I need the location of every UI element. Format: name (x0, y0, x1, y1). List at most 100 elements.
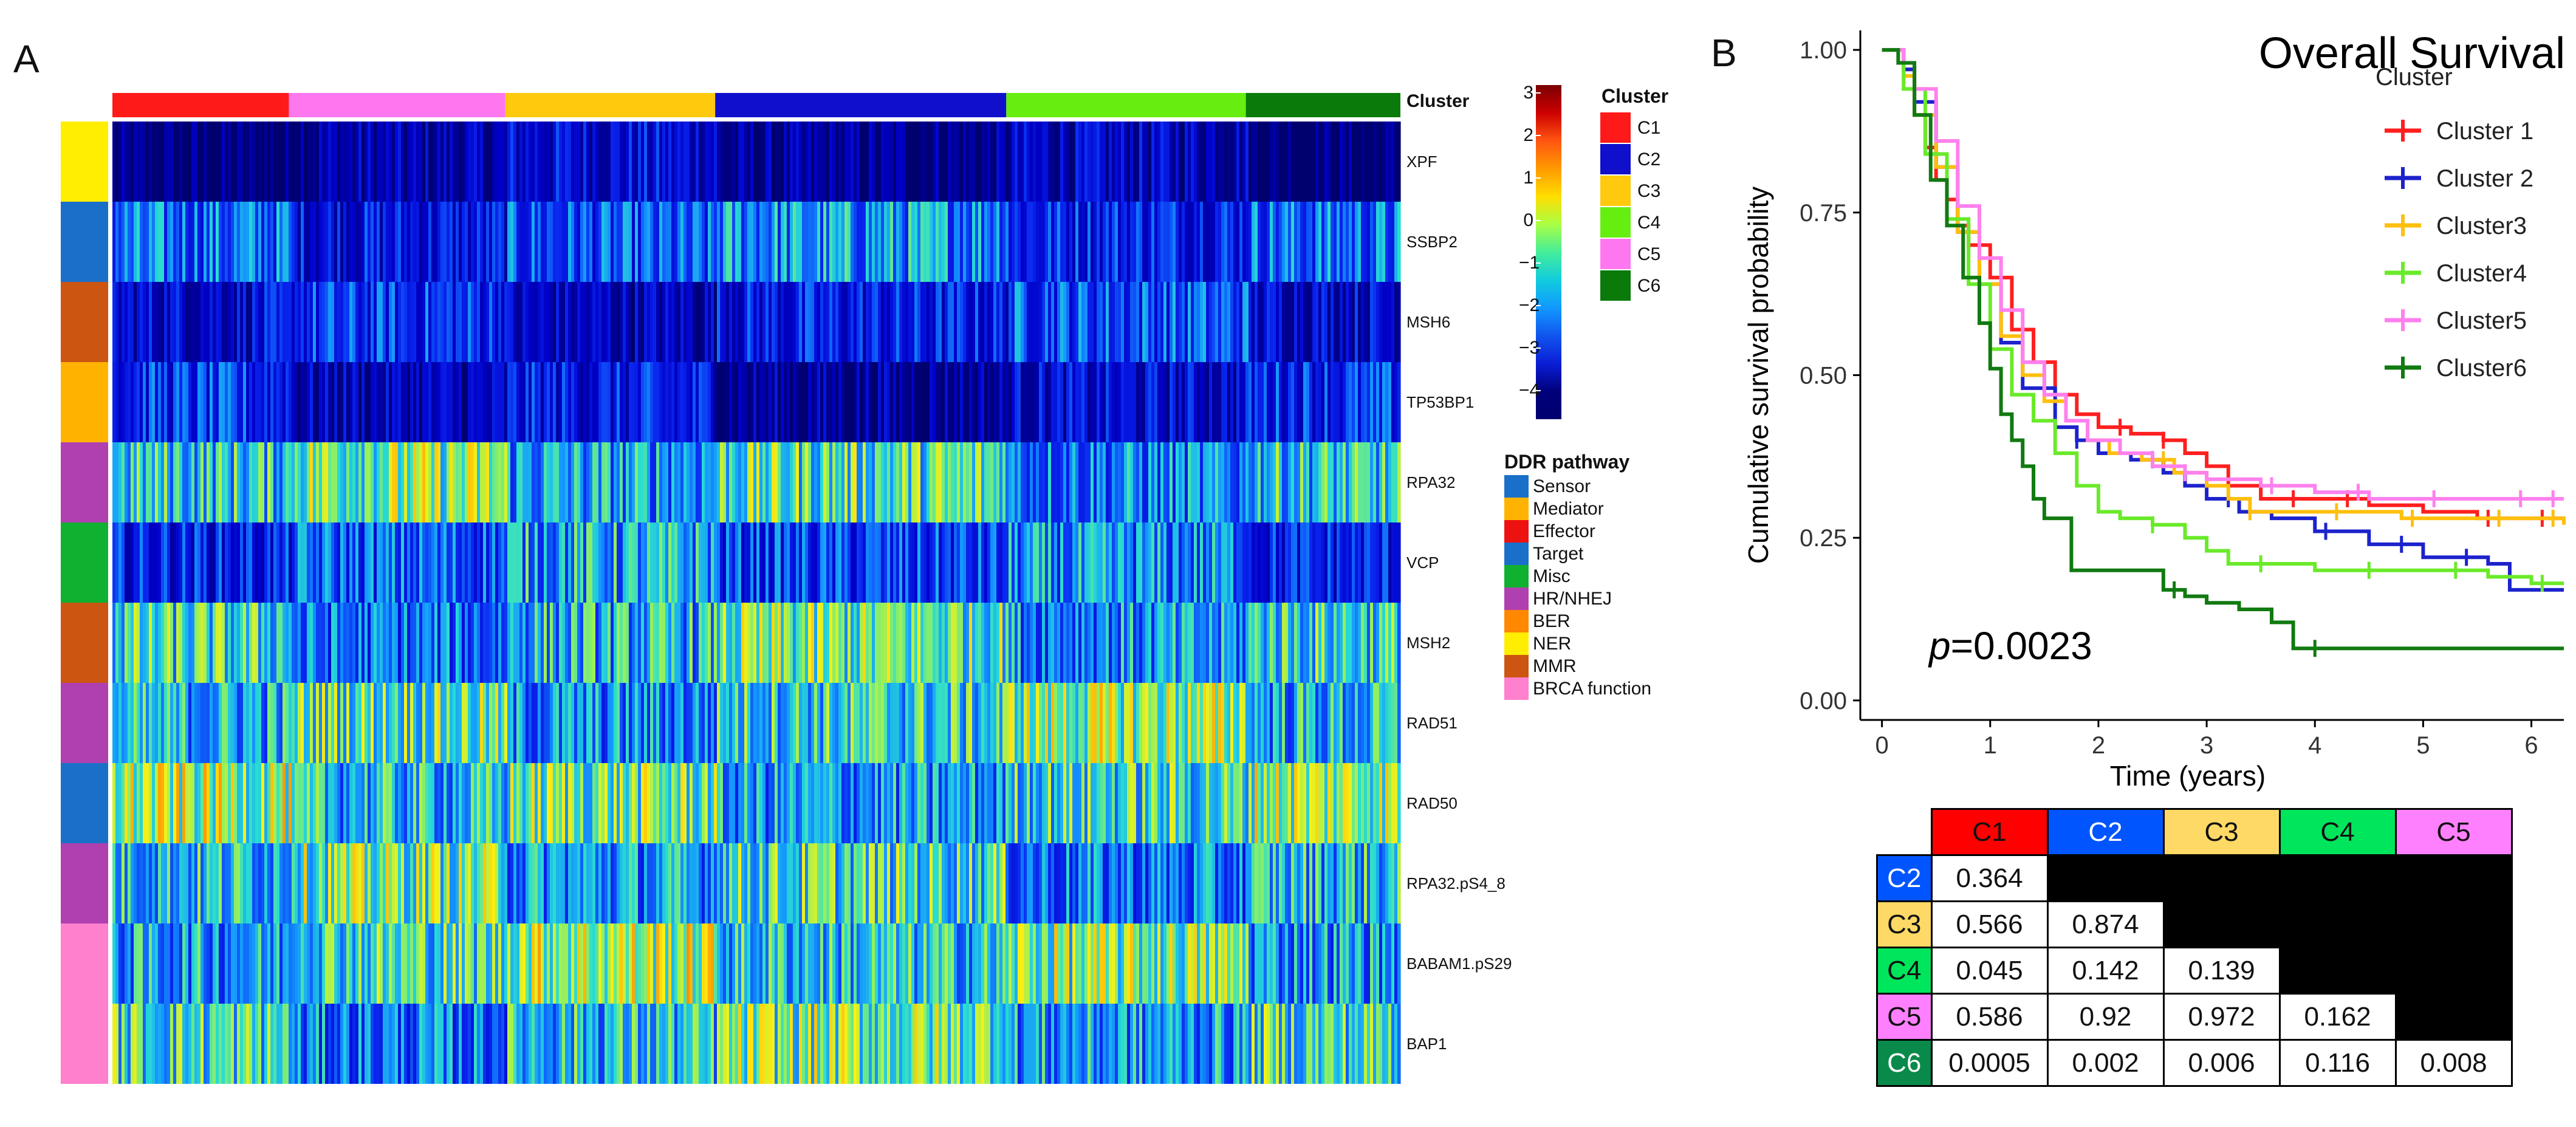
cluster-legend-label-c1: C1 (1637, 118, 1661, 138)
pathway-legend-label: MMR (1533, 656, 1577, 676)
x-tick-label: 6 (2524, 732, 2538, 759)
cluster-legend-swatch-c2 (1600, 144, 1631, 174)
survival-chart: 0.00 0.25 0.50 0.75 1.00 0 1 2 3 4 5 6 Time (years) C… (1742, 29, 2566, 792)
gene-label-rad51: RAD51 (1406, 714, 1458, 732)
x-axis-title: Time (years) (2110, 760, 2266, 792)
pathway-legend-swatch (1504, 565, 1529, 587)
table-empty-cell (2046, 854, 2165, 902)
curve-cluster5 (1882, 48, 2564, 507)
heatmap-row-rad50 (112, 763, 1401, 843)
panel-b-label: B (1711, 31, 1737, 75)
survival-axes: 0.00 0.25 0.50 0.75 1.00 0 1 2 3 4 5 6 (1800, 30, 2564, 759)
table-row: C5 0.586 0.92 0.972 0.162 (1876, 993, 2513, 1041)
x-tick-label: 1 (1984, 732, 1997, 759)
cluster-legend-label-c5: C5 (1637, 244, 1661, 264)
table-column-header: C5 (2394, 808, 2513, 856)
chart-title: Overall Survival (2259, 29, 2565, 78)
pathway-legend-swatch (1504, 632, 1529, 655)
table-cell: 0.142 (2046, 947, 2165, 995)
table-cell: 0.874 (2046, 900, 2165, 948)
cluster-legend-label-c2: C2 (1637, 149, 1661, 170)
heatmap-row-rpa32 (112, 442, 1401, 522)
pathway-cell-rpa32 (61, 442, 108, 522)
pathway-legend-swatch (1504, 543, 1529, 565)
heatmap-cells (112, 122, 1401, 1084)
table-empty-cell (2162, 900, 2281, 948)
pathway-legend-title: DDR pathway (1504, 451, 1630, 473)
pathway-legend-swatch (1504, 587, 1529, 610)
curve-cluster4 (1882, 48, 2564, 592)
x-tick-label: 2 (2092, 732, 2105, 759)
pathway-cell-babam1.ps29 (61, 923, 108, 1004)
pathway-cell-rad50 (61, 763, 108, 843)
table-column-header: C2 (2046, 808, 2165, 856)
cluster-legend-label-c6: C6 (1637, 276, 1661, 296)
table-empty-cell (2394, 993, 2513, 1041)
x-tick-label: 0 (1875, 732, 1889, 759)
pathway-legend-swatch (1504, 520, 1529, 543)
pathway-legend-label: HR/NHEJ (1533, 589, 1612, 609)
table-empty-cell (2278, 854, 2397, 902)
table-empty-cell (2394, 854, 2513, 902)
scale-tick-mark (1536, 305, 1541, 306)
scale-tick-label: −2 (1519, 295, 1540, 315)
scale-tick-mark (1536, 262, 1541, 264)
survival-legend-item: Cluster3 (2385, 213, 2527, 239)
survival-legend: Cluster Cluster 1 Cluster 2 Cluster3 Cluster… (2376, 64, 2533, 382)
x-tick-label: 4 (2308, 732, 2321, 759)
pathway-cell-ssbp2 (61, 202, 108, 282)
scale-tick-mark (1536, 92, 1541, 94)
cluster-bar-c5 (289, 93, 505, 117)
table-empty-cell (2394, 947, 2513, 995)
scale-tick-mark (1536, 135, 1541, 136)
cluster-legend-swatch-c5 (1600, 239, 1631, 269)
table-row: C4 0.045 0.142 0.139 (1876, 947, 2513, 995)
gene-label-ssbp2: SSBP2 (1406, 233, 1458, 251)
heatmap-row-msh2 (112, 603, 1401, 683)
heatmap-row-msh6 (112, 282, 1401, 362)
y-axis-title: Cumulative survival probability (1742, 187, 1774, 564)
pathway-legend-label: Mediator (1533, 499, 1604, 519)
cluster-bar-c1 (112, 93, 289, 117)
table-row: C3 0.566 0.874 (1876, 900, 2513, 948)
gene-label-rpa32: RPA32 (1406, 473, 1456, 492)
panel-a-label: A (13, 37, 39, 81)
table-corner (1877, 809, 1931, 855)
pathway-legend-label: NER (1533, 634, 1572, 654)
pathway-legend-swatch (1504, 655, 1529, 677)
gene-label-babam1.ps29: BABAM1.pS29 (1406, 954, 1512, 973)
gene-label-rpa32.ps4_8: RPA32.pS4_8 (1406, 874, 1506, 892)
table-cell: 0.008 (2394, 1039, 2513, 1087)
heatmap (61, 93, 1401, 1084)
table-cell: 0.139 (2162, 947, 2281, 995)
table-cell: 0.116 (2278, 1039, 2397, 1087)
pathway-legend-label: BER (1533, 611, 1571, 631)
table-cell: 0.045 (1930, 947, 2049, 995)
pathway-cell-bap1 (61, 1004, 108, 1084)
survival-legend-item: Cluster 2 (2385, 165, 2533, 192)
scale-tick-mark (1536, 348, 1541, 349)
table-empty-cell (2278, 947, 2397, 995)
gene-label-msh6: MSH6 (1406, 313, 1451, 331)
cluster-bar-c2 (715, 93, 1007, 117)
cluster-annotation-bar (112, 93, 1400, 117)
heatmap-row-rad51 (112, 683, 1401, 763)
scale-tick-label: −4 (1519, 380, 1540, 400)
table-row: C6 0.0005 0.002 0.006 0.116 0.008 (1876, 1039, 2513, 1087)
table-cell: 0.002 (2046, 1039, 2165, 1087)
scale-tick-label: 0 (1523, 210, 1533, 230)
cluster-axis-label: Cluster (1406, 91, 1470, 111)
pathway-legend-label: Effector (1533, 521, 1595, 541)
scale-tick-label: 3 (1523, 83, 1533, 103)
color-scale-bar (1536, 85, 1561, 419)
pathway-legend-label: BRCA function (1533, 679, 1652, 699)
scale-tick-label: 1 (1523, 168, 1533, 188)
pathway-legend-swatch (1504, 610, 1529, 632)
cluster-legend-swatch-c1 (1600, 112, 1631, 143)
scale-tick-mark (1536, 220, 1541, 221)
cluster-legend-swatch-c3 (1600, 176, 1631, 206)
table-column-header: C4 (2278, 808, 2397, 856)
gene-label-rad50: RAD50 (1406, 794, 1458, 812)
y-tick-label: 0.50 (1800, 363, 1847, 389)
pathway-legend-swatch (1504, 475, 1529, 498)
